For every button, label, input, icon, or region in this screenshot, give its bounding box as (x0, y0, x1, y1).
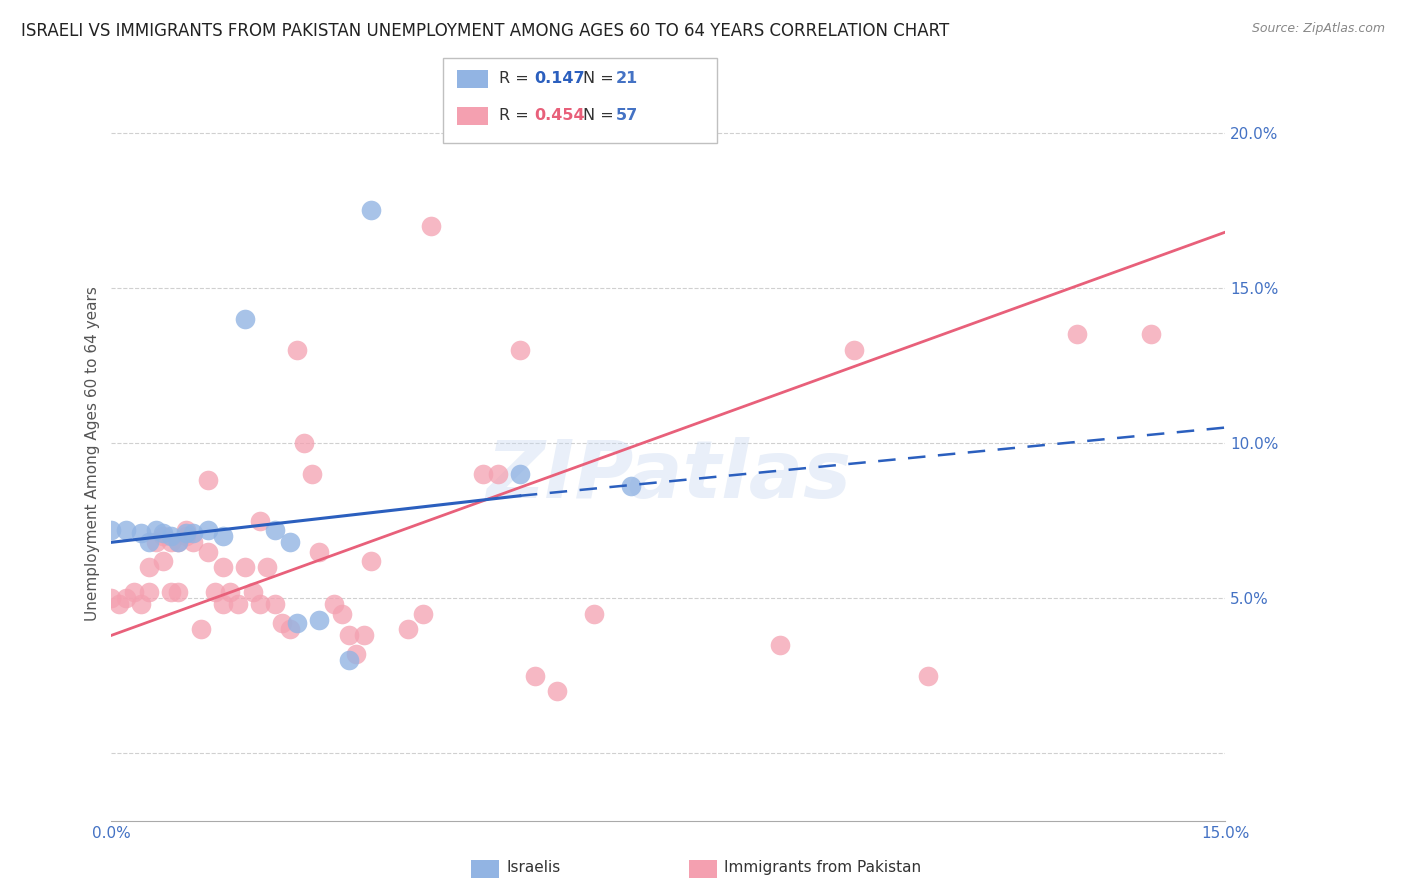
Point (145, 535, 167, 549)
Point (159, 535, 181, 549)
Point (249, 514, 271, 528)
Point (197, 544, 219, 558)
Point (115, 591, 138, 606)
Y-axis label: Unemployment Among Ages 60 to 64 years: Unemployment Among Ages 60 to 64 years (86, 286, 100, 622)
Point (167, 535, 190, 549)
Text: R =: R = (499, 108, 534, 122)
Point (256, 560, 278, 574)
Point (233, 312, 256, 326)
Text: 0.454: 0.454 (534, 108, 585, 122)
Point (346, 647, 368, 661)
Point (301, 467, 323, 481)
Text: ISRAELI VS IMMIGRANTS FROM PAKISTAN UNEMPLOYMENT AMONG AGES 60 TO 64 YEARS CORRE: ISRAELI VS IMMIGRANTS FROM PAKISTAN UNEM… (21, 22, 949, 40)
Point (249, 598, 271, 612)
Point (181, 535, 204, 549)
Text: N =: N = (583, 71, 620, 86)
Text: 57: 57 (616, 108, 638, 122)
Point (917, 668, 939, 682)
Point (138, 535, 160, 549)
Point (145, 523, 167, 537)
Point (546, 684, 568, 698)
Point (174, 529, 197, 543)
Point (211, 529, 233, 543)
Point (167, 585, 190, 599)
Point (1140, 327, 1163, 342)
Point (190, 622, 212, 636)
Point (471, 467, 494, 481)
Point (129, 526, 152, 541)
Point (211, 598, 233, 612)
Point (278, 622, 301, 636)
Point (285, 615, 308, 630)
Point (152, 529, 174, 543)
Point (337, 628, 360, 642)
Point (174, 526, 197, 541)
Point (167, 535, 190, 549)
Point (842, 343, 865, 357)
Point (486, 467, 509, 481)
Point (1066, 327, 1088, 342)
Text: R =: R = (499, 71, 534, 86)
Point (337, 653, 360, 667)
Point (308, 613, 330, 627)
Point (523, 668, 546, 682)
Point (211, 560, 233, 574)
Point (509, 467, 531, 481)
Text: Source: ZipAtlas.com: Source: ZipAtlas.com (1251, 22, 1385, 36)
Text: N =: N = (583, 108, 620, 122)
Point (152, 526, 174, 541)
Point (219, 585, 242, 599)
Point (360, 203, 382, 218)
Point (242, 585, 264, 599)
Text: Immigrants from Pakistan: Immigrants from Pakistan (724, 860, 921, 874)
Point (398, 622, 420, 636)
Point (129, 598, 152, 612)
Point (509, 343, 531, 357)
Point (122, 585, 145, 599)
Point (769, 638, 792, 652)
Point (181, 526, 204, 541)
Text: Israelis: Israelis (506, 860, 561, 874)
Point (412, 607, 434, 621)
Point (204, 585, 226, 599)
Point (159, 529, 181, 543)
Point (115, 523, 138, 537)
Point (360, 554, 382, 568)
Text: 21: 21 (616, 71, 638, 86)
Point (308, 544, 330, 558)
Point (271, 615, 294, 630)
Point (583, 607, 606, 621)
Point (419, 219, 441, 233)
Point (197, 523, 219, 537)
Point (152, 554, 174, 568)
Point (620, 479, 643, 493)
Point (263, 598, 285, 612)
Point (100, 591, 122, 606)
Point (108, 598, 131, 612)
Point (330, 607, 353, 621)
Point (100, 523, 122, 537)
Point (263, 523, 285, 537)
Point (233, 560, 256, 574)
Point (285, 343, 308, 357)
Point (278, 535, 301, 549)
Point (226, 598, 249, 612)
Point (138, 560, 160, 574)
Point (353, 628, 375, 642)
Point (159, 585, 181, 599)
Point (323, 598, 346, 612)
Point (138, 585, 160, 599)
Text: ZIPatlas: ZIPatlas (486, 437, 851, 515)
Text: 0.147: 0.147 (534, 71, 585, 86)
Point (197, 473, 219, 487)
Point (174, 523, 197, 537)
Point (294, 436, 316, 450)
